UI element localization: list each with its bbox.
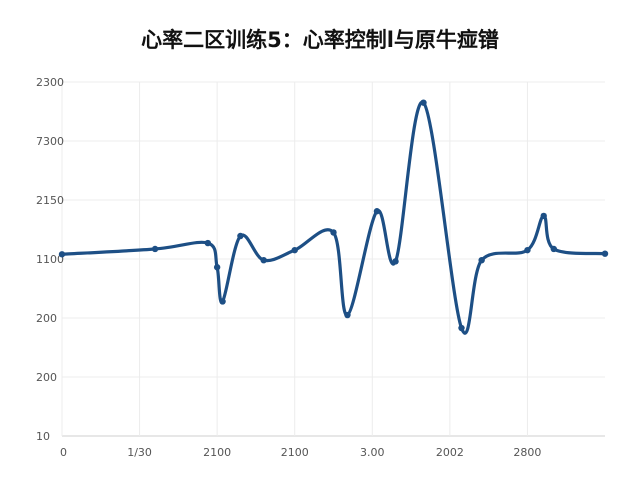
grid-layer (61, 81, 605, 437)
data-point (58, 251, 66, 258)
y-tick-label: 200 (36, 312, 57, 325)
data-point (524, 246, 531, 254)
y-tick-label: 2150 (36, 194, 64, 207)
data-point (478, 256, 485, 264)
data-point (330, 229, 337, 236)
data-point (392, 258, 399, 265)
data-point (420, 99, 427, 106)
data-point (601, 250, 609, 257)
data-point (213, 264, 221, 271)
x-tick-label: 3.00 (360, 446, 385, 459)
data-point (373, 208, 381, 215)
chart-title: 心率二区训练5：心率控制l与原牛痖镨 (141, 28, 499, 52)
y-tick-label: 200 (36, 371, 57, 384)
data-points (58, 99, 609, 332)
series-line (60, 101, 607, 335)
y-tick-label: 10 (36, 430, 50, 443)
data-point (219, 298, 226, 305)
data-point (291, 246, 298, 254)
data-point (260, 256, 267, 264)
x-axis-ticks: 0 1/30 2100 2100 3.00 2002 2800 (60, 446, 541, 459)
x-tick-label: 2002 (436, 446, 464, 459)
data-point (344, 311, 351, 319)
y-tick-label: 1100 (36, 253, 64, 266)
y-tick-label: 7300 (36, 135, 64, 148)
y-tick-label: 2300 (36, 76, 64, 89)
data-point (204, 239, 212, 247)
data-point (458, 324, 465, 332)
x-tick-label: 2800 (513, 446, 541, 459)
y-axis-ticks: 2300 7300 2150 1100 200 200 10 (36, 76, 64, 443)
data-point (540, 212, 547, 220)
x-tick-label: 1/30 (127, 446, 152, 459)
x-tick-label: 2100 (203, 446, 231, 459)
x-tick-label: 2100 (281, 446, 309, 459)
x-tick-label: 0 (60, 446, 67, 459)
data-point (237, 232, 244, 240)
data-point (151, 245, 159, 253)
data-point (550, 245, 558, 253)
